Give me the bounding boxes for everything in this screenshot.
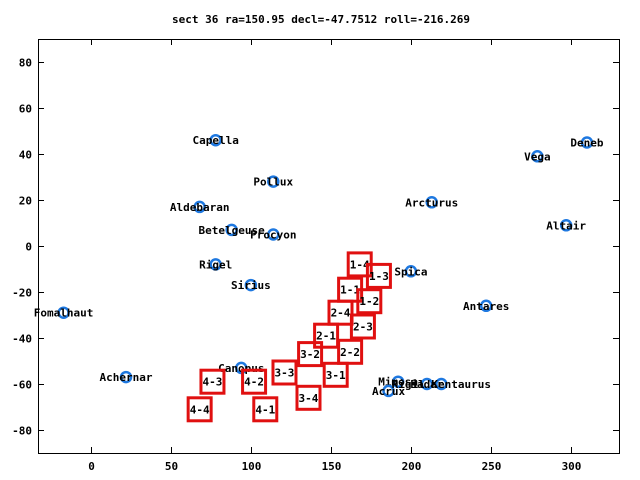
star-label: Altair — [546, 219, 586, 232]
star-label: Arcturus — [405, 196, 458, 209]
section-box — [327, 299, 354, 326]
section-label: 2-3 — [353, 321, 373, 334]
section-box — [199, 368, 226, 395]
star-point — [209, 258, 222, 271]
y-axis: -80 -60 -40 -20 0 20 40 60 80 — [12, 57, 619, 438]
star-point — [382, 384, 395, 398]
x-tick-label: 150 — [322, 460, 342, 473]
y-tick-label: 40 — [19, 149, 32, 162]
star-label: Antares — [463, 300, 509, 313]
star-label: Sirius — [231, 279, 271, 292]
star-point — [404, 265, 418, 278]
star-point — [267, 228, 280, 241]
section-box — [297, 341, 324, 368]
star-label: Betelgeuse — [199, 224, 266, 237]
star-point — [479, 299, 493, 313]
star-point — [559, 219, 573, 232]
section-label: 2-2 — [340, 346, 360, 359]
section-label: 1-1 — [340, 284, 360, 297]
section-box — [186, 396, 213, 423]
section-box — [356, 288, 383, 315]
y-tick-label: -20 — [12, 287, 32, 300]
star-point — [531, 150, 544, 163]
x-tick-label: 250 — [482, 460, 502, 473]
star-label: Procyon — [250, 229, 296, 242]
star-label: Fomalhaut — [34, 307, 94, 320]
star-label: Capella — [192, 134, 238, 147]
section-label: 1-3 — [369, 270, 389, 283]
section-boxes: 1-41-3 1-11-2 2-42-3 2-1 2-2 3-2 3-1 3-3 3-4 4-3 4… — [186, 251, 392, 423]
section-label: 3-1 — [326, 369, 346, 382]
y-tick-label: 80 — [19, 57, 32, 70]
section-label: 4-2 — [244, 376, 264, 389]
y-tick-label: -40 — [12, 333, 32, 346]
star-label: Rigel — [199, 258, 232, 271]
section-label: 4-1 — [255, 403, 275, 416]
star-label: Aldebaran — [170, 201, 230, 214]
star-point — [425, 196, 438, 209]
section-box — [241, 368, 268, 395]
section-label: 1-2 — [359, 295, 379, 308]
x-tick-label: 200 — [402, 460, 422, 473]
section-box — [365, 262, 392, 289]
section-box — [271, 359, 298, 386]
star-label: Rigil Kentaurus — [392, 378, 491, 391]
section-label: 2-4 — [331, 307, 351, 320]
star-label: Hadar — [410, 378, 443, 391]
star-point — [209, 133, 222, 147]
y-tick-label: 0 — [25, 241, 32, 254]
y-tick-label: 20 — [19, 195, 32, 208]
star-point — [244, 278, 258, 292]
section-box — [337, 338, 364, 365]
y-tick-label: -80 — [12, 425, 32, 438]
star-label: Acrux — [372, 385, 405, 398]
star-point — [119, 370, 133, 384]
x-tick-label: 300 — [562, 460, 582, 473]
star-point — [435, 377, 448, 391]
section-label: 4-4 — [190, 403, 210, 416]
section-label: 4-3 — [203, 376, 223, 389]
y-tick-label: 60 — [19, 103, 32, 116]
section-label: 1-4 — [350, 258, 370, 271]
section-box — [322, 361, 349, 388]
section-label: 3-4 — [299, 392, 319, 405]
x-tick-label: 50 — [165, 460, 178, 473]
star-label: Achernar — [100, 371, 153, 384]
x-axis: 0 50 100 150 200 250 300 — [88, 39, 581, 473]
section-label: 2-1 — [316, 330, 336, 343]
plot-frame — [38, 39, 620, 454]
star-label: Pollux — [253, 176, 293, 189]
section-label: 3-3 — [275, 367, 295, 380]
x-tick-label: 100 — [242, 460, 262, 473]
chart-title: sect 36 ra=150.95 decl=-47.7512 roll=-21… — [172, 13, 470, 26]
section-box — [349, 313, 376, 340]
y-tick-label: -60 — [12, 379, 32, 392]
section-box — [313, 322, 340, 349]
star-label: Vega — [524, 150, 551, 163]
star-label: Spica — [394, 265, 427, 278]
star-point — [57, 306, 70, 319]
section-box — [295, 384, 322, 411]
star-point — [580, 136, 594, 149]
star-point — [225, 223, 238, 237]
star-point — [267, 175, 280, 188]
star-label: Deneb — [570, 137, 603, 150]
star-point — [193, 200, 206, 214]
section-label: 3-2 — [300, 348, 320, 361]
section-box — [252, 396, 279, 423]
star-point — [391, 375, 405, 388]
x-tick-label: 0 — [88, 460, 95, 473]
star-point — [420, 377, 434, 391]
